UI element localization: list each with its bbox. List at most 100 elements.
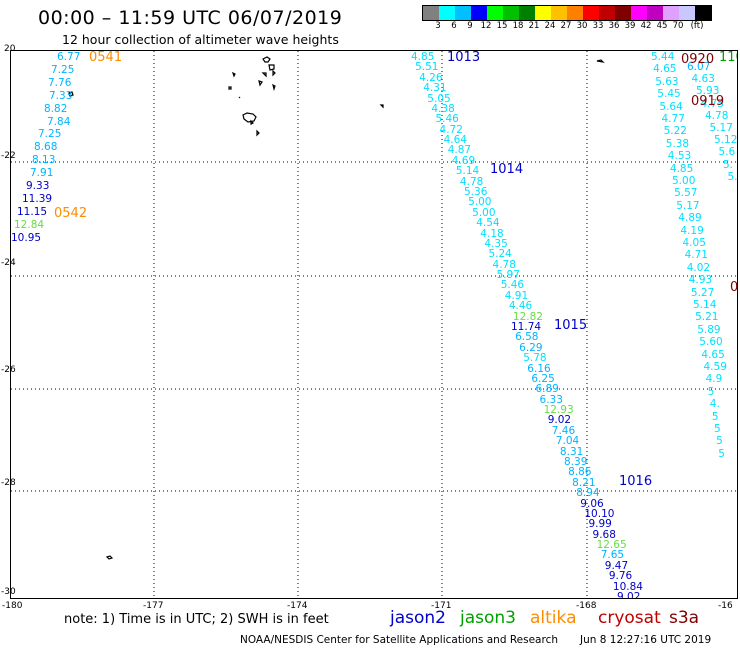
wave-height-value: 4.9 xyxy=(705,373,723,386)
wave-height-value: 8.13 xyxy=(32,154,56,167)
wave-height-value: 4.72 xyxy=(439,123,463,136)
wave-height-value: 5.00 xyxy=(472,206,496,219)
color-scale-units: (ft) xyxy=(690,21,704,31)
wave-height-value: 4.78 xyxy=(705,109,729,122)
pass-time-label: 0541 xyxy=(89,50,123,65)
wave-height-value: 4.69 xyxy=(451,154,476,167)
pass-time-label: 1014 xyxy=(490,162,524,177)
color-swatch xyxy=(503,6,519,20)
island-shape xyxy=(105,555,114,560)
satellite-legend-item: altika xyxy=(530,608,577,628)
satellite-legend-item: s3a xyxy=(669,608,700,628)
footnote: note: 1) Time is in UTC; 2) SWH is in fe… xyxy=(64,612,329,627)
wave-height-value: 4.91 xyxy=(504,289,529,302)
wave-height-value: 7.33 xyxy=(49,89,73,102)
island-shape xyxy=(596,59,605,63)
wave-height-value: 12.82 xyxy=(512,310,543,323)
latitude-tick-label: 20 xyxy=(4,44,16,54)
wave-height-value: 6.33 xyxy=(539,393,563,406)
wave-height-value: 9.68 xyxy=(592,528,616,541)
island-shape xyxy=(231,71,236,78)
wave-height-value: 4.26 xyxy=(419,71,443,84)
wave-height-value: 9.02 xyxy=(547,414,572,427)
wave-height-value: 6.16 xyxy=(527,362,551,375)
pass-time-label: 0920 xyxy=(681,52,715,67)
wave-height-value: 11.39 xyxy=(22,192,53,205)
color-scale-label: 18 xyxy=(512,21,524,31)
wave-height-value: 8.39 xyxy=(564,456,588,468)
wave-height-value: 5.38 xyxy=(665,137,690,150)
wave-height-value: 5 xyxy=(711,410,719,423)
wave-height-value: 9.02 xyxy=(617,591,641,599)
map-frame: 6.77 7.25 7.76 7.33 8.82 7.84 7.25 8.68 8.13 7.91… xyxy=(10,50,738,599)
island-shape xyxy=(228,86,232,90)
longitude-tick-label: -16 xyxy=(718,601,733,611)
wave-height-value: 8.21 xyxy=(572,476,596,489)
wave-height-value: 5.51 xyxy=(415,61,439,74)
wave-height-value: 5.93 xyxy=(696,85,720,98)
color-swatch xyxy=(567,6,583,20)
pass-time-label: 1016 xyxy=(619,474,653,489)
latitude-tick-label: -28 xyxy=(1,478,16,488)
wave-height-value: 11.15 xyxy=(17,205,48,218)
wave-height-value: 7.25 xyxy=(51,63,75,76)
wave-height-value: 5. xyxy=(723,158,734,171)
island-shape xyxy=(256,129,260,137)
wave-height-value: 9.76 xyxy=(608,570,633,583)
latitude-tick-label: -22 xyxy=(1,151,16,161)
wave-height-value: 8.86 xyxy=(568,466,592,479)
color-swatch xyxy=(583,6,599,20)
color-swatch xyxy=(455,6,471,20)
pass-time-label: 0542 xyxy=(54,206,88,221)
color-scale-label: 70 xyxy=(672,21,684,31)
wave-height-value: 4.85 xyxy=(669,162,694,175)
wave-height-value: 5.46 xyxy=(500,279,525,292)
wave-height-value: 5 xyxy=(707,385,715,398)
color-scale-label: 12 xyxy=(480,21,492,31)
color-scale-bar xyxy=(422,5,712,21)
latitude-tick-label: -26 xyxy=(1,365,16,375)
wave-height-value: 7.25 xyxy=(38,128,62,141)
wave-height-value: 4. xyxy=(709,398,720,411)
wave-height-value: 4.77 xyxy=(661,113,685,125)
wave-height-value: 4.35 xyxy=(484,237,508,250)
island-shape xyxy=(68,91,74,97)
island-shape xyxy=(272,69,276,77)
wave-height-value: 11.74 xyxy=(511,321,542,333)
wave-height-value: 4.71 xyxy=(684,249,708,262)
wave-height-value: 12.84 xyxy=(14,218,45,231)
wave-height-value: 7.04 xyxy=(555,435,580,448)
wave-height-value: 5.64 xyxy=(659,100,683,113)
wave-height-value: 10.84 xyxy=(612,580,643,593)
chart-title: 00:00 – 11:59 UTC 06/07/2019 xyxy=(38,7,343,29)
wave-height-value: 6.58 xyxy=(515,331,539,344)
wave-height-value: 6.89 xyxy=(535,383,559,396)
wave-height-value: 6.77 xyxy=(57,51,81,63)
pass-time-label: 0919 xyxy=(691,94,725,109)
wave-height-value: 12.65 xyxy=(596,539,627,552)
wave-height-value: 4.46 xyxy=(508,300,533,313)
wave-height-value: 5.12 xyxy=(714,134,738,147)
wave-height-value: 8.68 xyxy=(34,141,58,154)
color-scale-label: 6 xyxy=(451,21,457,31)
island-shape xyxy=(238,96,241,99)
wave-height-value: 5 xyxy=(718,447,725,460)
color-swatch xyxy=(471,6,487,20)
longitude-tick-label: -177 xyxy=(143,601,164,611)
wave-height-value: 5.45 xyxy=(657,88,681,101)
longitude-tick-label: -168 xyxy=(576,601,597,611)
wave-height-value: 4.89 xyxy=(678,212,702,225)
latitude-tick-label: -30 xyxy=(1,587,16,597)
wave-height-value: 4.64 xyxy=(443,134,467,147)
wave-height-value: 5.21 xyxy=(695,311,719,324)
wave-height-value: 5.60 xyxy=(699,336,723,349)
wave-height-value: 4.93 xyxy=(688,274,713,287)
longitude-tick-label: -174 xyxy=(287,601,308,611)
wave-height-value: 5.00 xyxy=(468,196,492,209)
color-swatch xyxy=(487,6,503,20)
color-swatch xyxy=(519,6,535,20)
color-swatch xyxy=(615,6,631,20)
wave-height-value: 5.05 xyxy=(427,92,451,105)
footer-credit: NOAA/NESDIS Center for Satellite Applica… xyxy=(240,634,558,646)
island-shape xyxy=(262,56,271,63)
